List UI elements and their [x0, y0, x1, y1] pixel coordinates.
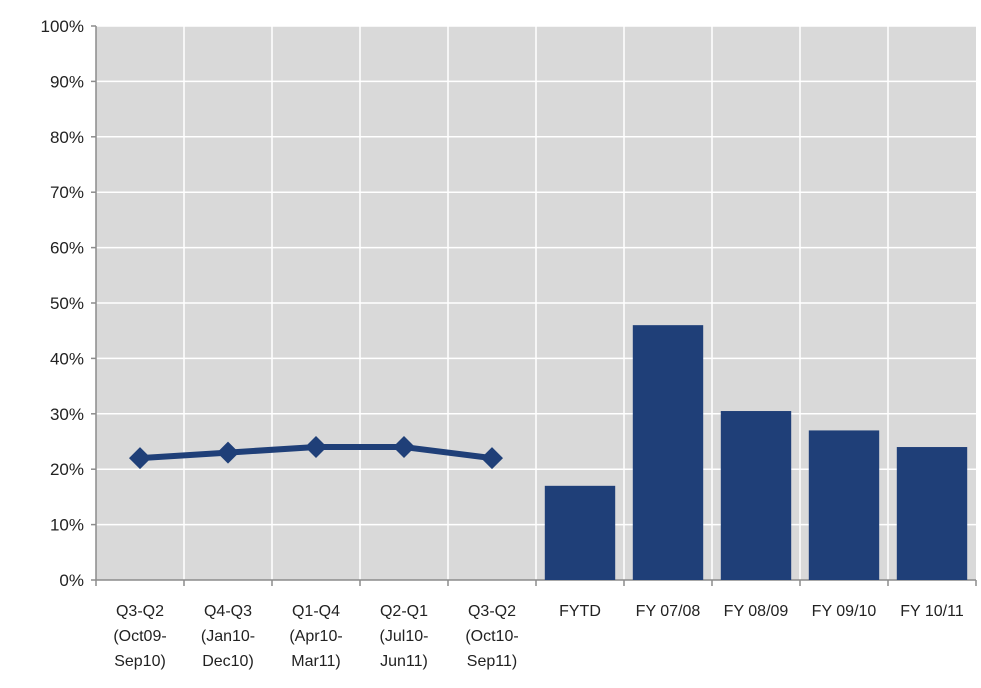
line-marker	[481, 447, 503, 470]
x-tick-label: (Jul10-	[380, 628, 429, 645]
y-tick-label: 20%	[50, 460, 84, 479]
y-tick-label: 30%	[50, 405, 84, 424]
y-tick-label: 10%	[50, 516, 84, 535]
x-tick-label: Q3-Q2	[116, 603, 164, 620]
x-tick-label: Sep10)	[114, 653, 166, 670]
bar-series	[544, 325, 968, 580]
gridlines	[96, 25, 976, 580]
x-tick-label: FY 07/08	[636, 603, 701, 620]
x-tick-label: FY 08/09	[724, 603, 789, 620]
y-tick-label: 40%	[50, 349, 84, 368]
y-tick-label: 50%	[50, 294, 84, 313]
x-tick-label: Q2-Q1	[380, 603, 428, 620]
x-tick-label: Sep11)	[467, 653, 517, 670]
line-series	[129, 436, 503, 470]
x-tick-label: (Oct09-	[113, 628, 166, 645]
x-tick-label: FY 10/11	[900, 603, 964, 620]
x-tick-label: Dec10)	[202, 653, 254, 670]
line-marker	[217, 441, 239, 464]
y-tick-label: 0%	[59, 571, 84, 590]
bar	[632, 325, 704, 580]
y-tick-label: 60%	[50, 239, 84, 258]
x-tick-label: FYTD	[559, 603, 601, 620]
bar	[896, 447, 968, 580]
bar	[544, 485, 616, 580]
line-marker	[129, 447, 151, 470]
y-tick-label: 70%	[50, 183, 84, 202]
x-tick-label: Q4-Q3	[204, 603, 252, 620]
y-tick-label: 80%	[50, 128, 84, 147]
x-tick-label: (Oct10-	[465, 628, 518, 645]
x-tick-label: (Apr10-	[289, 628, 342, 645]
x-tick-label: FY 09/10	[812, 603, 877, 620]
x-tick-label: Jun11)	[380, 653, 428, 670]
x-axis-categories: Q3-Q2 (Oct09- Sep10) Q4-Q3 (Jan10- Dec10) Q1-Q…	[113, 603, 964, 670]
line-marker	[393, 436, 415, 459]
x-tick-label: Q3-Q2	[468, 603, 516, 620]
y-axis-ticks: 0% 10% 20% 30% 40% 50% 60% 70% 80% 90% 100%	[41, 17, 84, 590]
bar	[720, 411, 792, 580]
x-tick-label: Mar11)	[291, 653, 341, 670]
y-tick-label: 90%	[50, 72, 84, 91]
y-tick-label: 100%	[41, 17, 84, 36]
x-tick-label: Q1-Q4	[292, 603, 340, 620]
bar	[808, 430, 880, 580]
line-marker	[305, 436, 327, 459]
x-tick-label: (Jan10-	[201, 628, 255, 645]
